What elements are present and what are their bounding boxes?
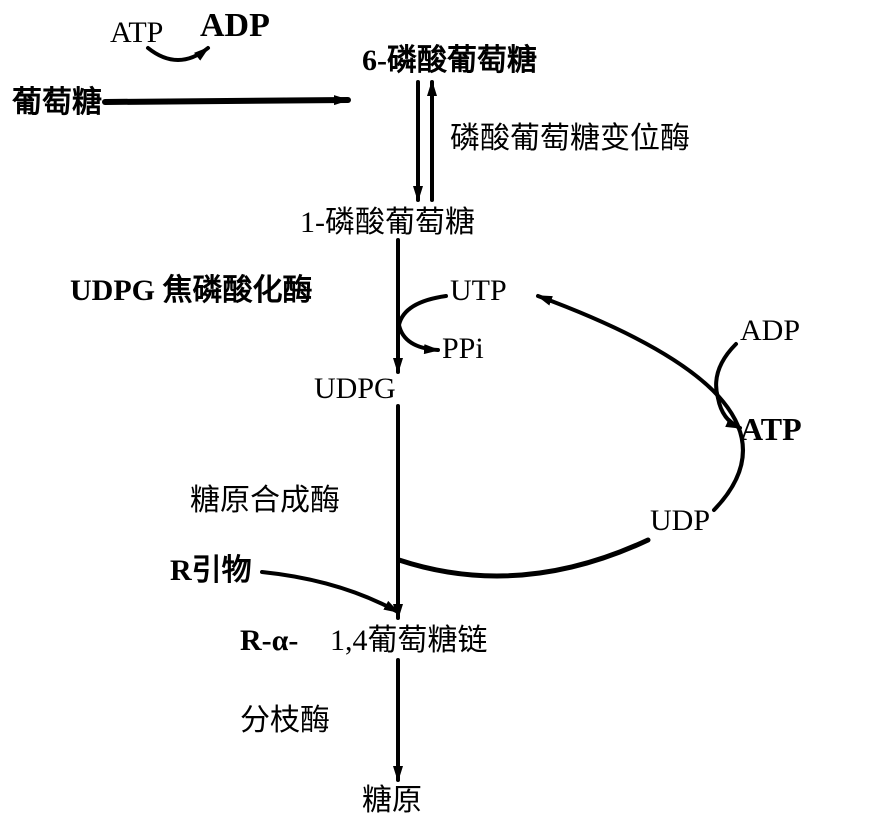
edge-atp_adp_arc (148, 48, 208, 60)
node-udpg: UDPG (314, 372, 396, 405)
diagram-canvas: 葡萄糖 ATP ADP 6-磷酸葡萄糖磷酸葡萄糖变位酶 1-磷酸葡萄糖 UDPG 焦磷酸化… (0, 0, 870, 830)
node-branch: 分枝酶 (240, 704, 330, 737)
node-gsyn: 糖原合成酶 (190, 484, 340, 517)
node-udp: UDP (650, 504, 710, 537)
node-glucose: 葡萄糖 (12, 86, 102, 119)
edge-udp_out_big (399, 540, 648, 576)
node-pgm: 磷酸葡萄糖变位酶 (450, 122, 690, 155)
node-udpg_pyro: UDPG 焦磷酸化酶 (70, 273, 313, 307)
node-ppi: PPi (442, 332, 484, 365)
edge-ppi_out (399, 325, 438, 350)
node-adp2: ADP (740, 314, 800, 347)
node-ra14: 1,4葡萄糖链 (330, 624, 488, 657)
node-g1p: 1-磷酸葡萄糖 (300, 206, 475, 239)
node-atp1: ATP (110, 16, 163, 49)
node-utp: UTP (450, 274, 507, 307)
node-atp2: ATP (740, 411, 802, 447)
node-glycogen: 糖原 (362, 784, 422, 817)
edge-glc_to_g6p (105, 100, 348, 102)
edge-utp_in (399, 296, 446, 325)
node-adp1: ADP (200, 7, 270, 44)
node-g6p: 6-磷酸葡萄糖 (362, 44, 537, 77)
edge-adp_join (716, 344, 736, 398)
edge-udp_to_utp (538, 296, 743, 510)
edge-rprimer_in (262, 572, 398, 612)
node-rprimer: R引物 (170, 554, 252, 587)
node-ra14_pre: R-α- (240, 624, 298, 657)
